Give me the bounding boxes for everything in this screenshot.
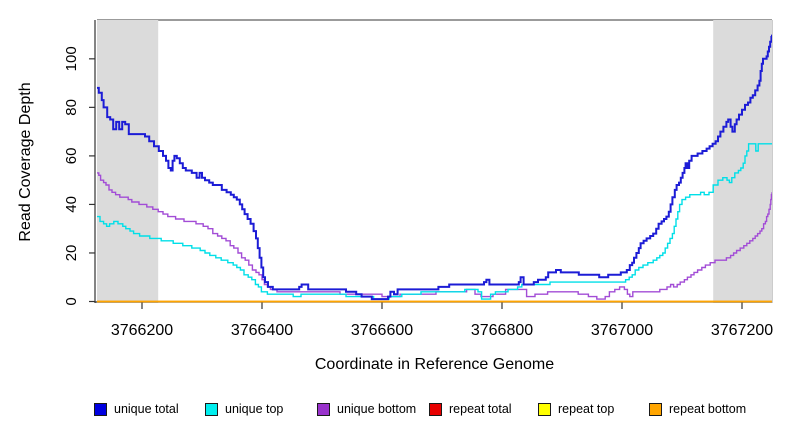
x-tick-label: 3767200: [711, 322, 773, 339]
x-axis-title: Coordinate in Reference Genome: [314, 356, 555, 373]
x-tick-label: 3767000: [591, 322, 653, 339]
y-axis-title: Read Coverage Depth: [17, 82, 34, 242]
series-line-unique-total: [97, 34, 772, 301]
x-tick-label: 3766600: [351, 322, 413, 339]
highlight-band: [97, 20, 159, 303]
y-tick-label: 20: [63, 245, 80, 262]
y-tick-label: 60: [63, 148, 80, 165]
y-tick-label: 0: [63, 297, 80, 305]
y-tick-label: 80: [63, 99, 80, 116]
x-tick-label: 3766200: [111, 322, 173, 339]
series-line-unique-bottom: [97, 172, 772, 300]
x-tick-label: 3766800: [471, 322, 533, 339]
series-line-unique-top: [97, 143, 772, 300]
y-tick-label: 100: [63, 46, 80, 71]
y-tick-label: 40: [63, 196, 80, 213]
x-tick-label: 3766400: [231, 322, 293, 339]
